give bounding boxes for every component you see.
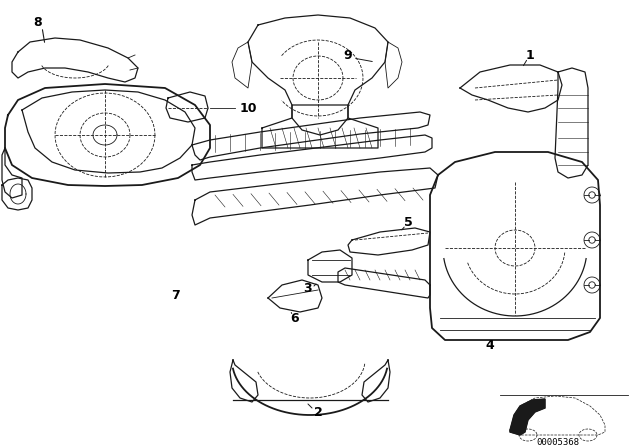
Text: 4: 4: [486, 339, 494, 352]
Text: 7: 7: [171, 289, 179, 302]
Text: 10: 10: [239, 102, 257, 115]
Text: 2: 2: [314, 405, 323, 418]
Polygon shape: [510, 399, 545, 435]
Text: 9: 9: [344, 48, 352, 61]
Text: 3: 3: [304, 281, 312, 294]
Text: 00005368: 00005368: [536, 438, 579, 447]
Text: 6: 6: [291, 311, 300, 324]
Text: 5: 5: [404, 215, 412, 228]
Text: 8: 8: [34, 16, 42, 29]
Text: 1: 1: [525, 48, 534, 61]
